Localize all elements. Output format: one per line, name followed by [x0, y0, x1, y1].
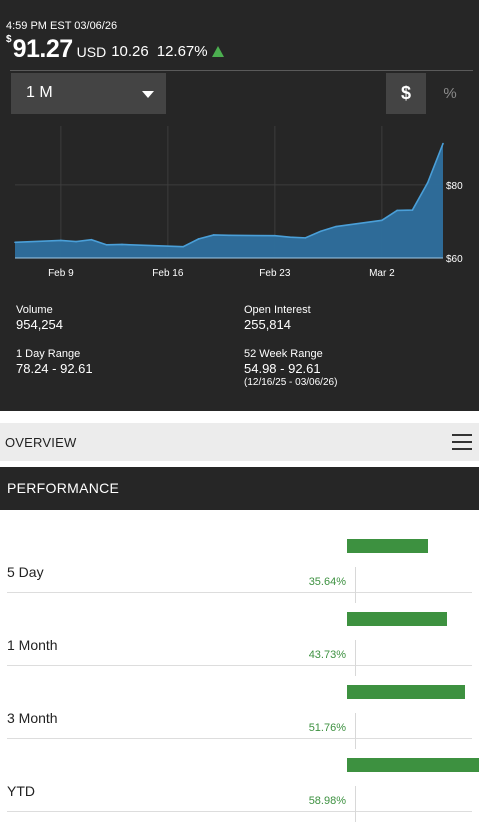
bar-axis-line: [355, 713, 356, 749]
price-row: $ 91.27 USD 10.26 12.67%: [6, 34, 224, 64]
week52-range-dates: (12/16/25 - 03/06/26): [244, 377, 338, 388]
performance-value: 35.64%: [308, 576, 346, 588]
percent-toggle-button[interactable]: %: [443, 85, 457, 102]
open-interest-value: 255,814: [244, 317, 291, 332]
price-point: [442, 142, 444, 145]
up-arrow-icon: [211, 46, 224, 57]
y-tick-label: $80: [446, 181, 463, 192]
x-tick-label: Feb 9: [48, 268, 74, 279]
price-point: [90, 238, 93, 241]
day-range-label: 1 Day Range: [16, 348, 81, 360]
y-tick-label: $60: [446, 254, 463, 265]
price-point: [426, 181, 429, 184]
price-area-fill: [15, 143, 443, 258]
quote-timestamp: 4:59 PM EST 03/06/26: [6, 20, 118, 32]
performance-row: 1 Month 43.73%: [7, 592, 472, 676]
price-point: [274, 234, 276, 237]
time-range-dropdown[interactable]: 1 M: [11, 73, 166, 114]
performance-bar: [347, 612, 447, 626]
price-point: [121, 243, 123, 246]
price-point: [319, 230, 322, 233]
period-label: YTD: [7, 783, 35, 799]
performance-bar: [347, 758, 479, 772]
x-tick-label: Feb 16: [152, 268, 184, 279]
price-series-line: [14, 143, 444, 248]
performance-title: PERFORMANCE: [7, 480, 120, 496]
volume-label: Volume: [16, 304, 53, 316]
performance-value: 51.76%: [308, 722, 346, 734]
price-point: [396, 209, 398, 212]
price-point: [75, 240, 77, 243]
overview-section-bar[interactable]: OVERVIEW: [0, 423, 479, 461]
dollar-toggle-button[interactable]: $: [386, 73, 426, 114]
price-point: [14, 241, 16, 244]
price-point: [197, 238, 200, 240]
price-point: [182, 245, 184, 248]
performance-header: PERFORMANCE: [0, 467, 479, 510]
header-divider: [10, 70, 473, 71]
price-change-percent: 12.67%: [156, 43, 208, 60]
price-point: [289, 236, 291, 238]
performance-value: 43.73%: [308, 649, 346, 661]
price-change: 10.26: [111, 43, 149, 60]
hamburger-menu-icon[interactable]: [452, 434, 472, 450]
price-point: [411, 209, 414, 211]
performance-value: 58.98%: [308, 795, 346, 807]
x-tick-label: Mar 2: [369, 268, 395, 279]
price-point: [105, 244, 108, 246]
day-range-value: 78.24 - 92.61: [16, 361, 93, 376]
bar-axis-line: [355, 640, 356, 676]
last-price: 91.27: [12, 35, 74, 63]
week52-range-stat: 52 Week Range 54.98 - 92.61 (12/16/25 - …: [244, 348, 337, 388]
week52-range-value: 54.98 - 92.61: [244, 361, 321, 376]
open-interest-stat: Open Interest 255,814: [244, 304, 311, 332]
performance-bar: [347, 685, 465, 699]
bar-axis-line: [355, 567, 356, 603]
currency-code: USD: [76, 44, 107, 60]
x-tick-label: Feb 23: [259, 268, 291, 279]
week52-range-label: 52 Week Range: [244, 348, 323, 360]
period-label: 1 Month: [7, 637, 58, 653]
performance-row: 5 Day 35.64%: [7, 519, 472, 603]
performance-row: 3 Month 51.76%: [7, 665, 472, 749]
currency-symbol: $: [6, 34, 12, 45]
open-interest-label: Open Interest: [244, 304, 311, 316]
price-point: [60, 239, 62, 242]
period-label: 5 Day: [7, 564, 44, 580]
performance-row: YTD 58.98%: [7, 738, 479, 822]
overview-label: OVERVIEW: [5, 435, 77, 450]
quote-panel: 4:59 PM EST 03/06/26 $ 91.27 USD 10.26 1…: [0, 0, 479, 411]
price-chart[interactable]: Feb 9 Feb 16 Feb 23 Mar 2 $80 $60: [0, 118, 479, 288]
day-range-stat: 1 Day Range 78.24 - 92.61: [16, 348, 93, 376]
price-point: [304, 237, 307, 239]
price-point: [335, 225, 337, 228]
performance-bar: [347, 539, 428, 553]
price-point: [381, 219, 383, 222]
time-range-label: 1 M: [26, 84, 53, 101]
price-point: [228, 234, 230, 237]
bar-axis-line: [355, 786, 356, 822]
volume-stat: Volume 954,254: [16, 304, 63, 332]
price-point: [212, 234, 215, 236]
volume-value: 954,254: [16, 317, 63, 332]
period-label: 3 Month: [7, 710, 58, 726]
chevron-down-icon: [142, 91, 154, 98]
